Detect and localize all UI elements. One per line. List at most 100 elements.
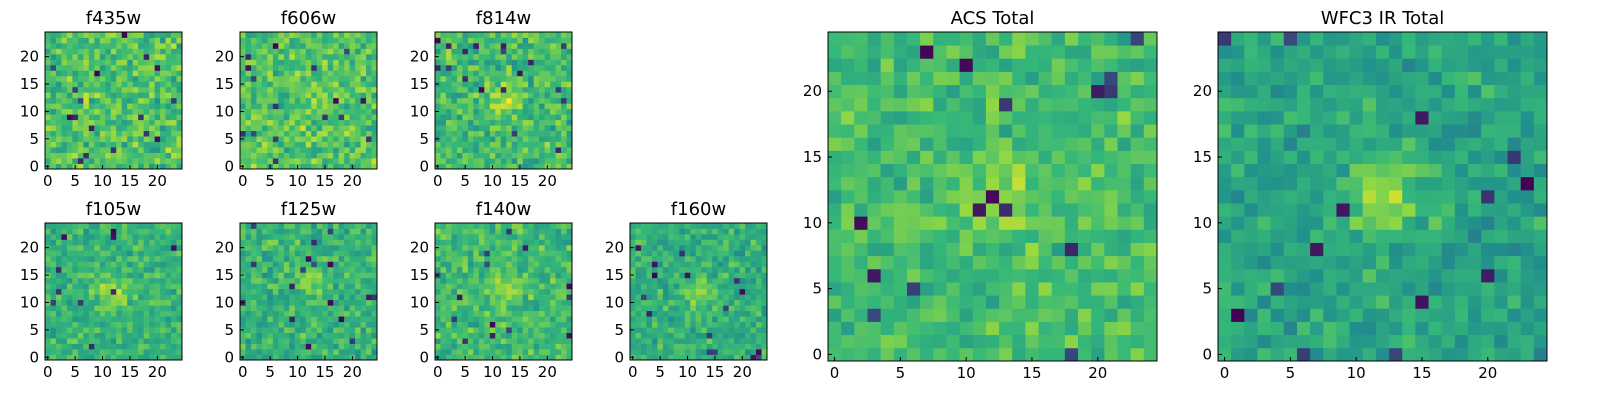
heatmap-cell — [61, 86, 68, 93]
heatmap-cell — [495, 239, 502, 246]
heatmap-cell — [1091, 282, 1105, 296]
heatmap-cell — [739, 272, 746, 279]
heatmap-cell — [360, 59, 367, 66]
heatmap-cell — [289, 261, 296, 268]
heatmap-cell — [484, 141, 491, 148]
heatmap-cell — [143, 332, 150, 339]
heatmap-cell — [333, 152, 340, 159]
heatmap-cell — [473, 147, 480, 153]
heatmap-cell — [45, 349, 51, 355]
heatmap-cell — [712, 250, 719, 257]
heatmap-cell — [451, 305, 458, 312]
heatmap-cell — [445, 343, 452, 350]
heatmap-cell — [256, 75, 263, 82]
heatmap-cell — [245, 250, 252, 257]
heatmap-cell — [635, 272, 642, 279]
heatmap-cell — [695, 316, 702, 323]
heatmap-cell — [149, 250, 155, 257]
heatmap-cell — [99, 70, 106, 77]
heatmap-cell — [344, 86, 350, 93]
heatmap-cell — [45, 141, 51, 148]
heatmap-cell — [841, 203, 855, 217]
heatmap-cell — [99, 316, 106, 323]
heatmap-cell — [462, 272, 469, 279]
heatmap-cell — [828, 203, 842, 217]
heatmap-cell — [132, 32, 139, 38]
heatmap-cell — [484, 75, 491, 82]
heatmap-cell — [171, 125, 177, 132]
heatmap-cell — [478, 48, 485, 55]
heatmap-cell — [316, 305, 323, 312]
heatmap-cell — [566, 64, 573, 71]
heatmap-cell — [176, 354, 183, 361]
heatmap-cell — [289, 114, 296, 121]
heatmap-cell — [756, 233, 762, 240]
heatmap-cell — [50, 108, 57, 115]
heatmap-cell — [338, 53, 345, 60]
heatmap-cell — [55, 223, 62, 229]
heatmap-cell — [484, 81, 491, 88]
heatmap-cell — [94, 310, 101, 317]
plot-frame — [434, 222, 573, 361]
heatmap-cell — [355, 255, 361, 262]
heatmap-cell — [143, 354, 150, 361]
heatmap-cell — [250, 343, 257, 350]
heatmap-cell — [550, 343, 556, 350]
heatmap-cell — [544, 349, 551, 355]
heatmap-cell — [999, 268, 1013, 283]
heatmap-cell — [550, 163, 556, 170]
heatmap-cell — [462, 261, 469, 268]
heatmap-cell — [121, 125, 128, 132]
heatmap-cell — [66, 294, 73, 301]
heatmap-cell — [349, 349, 356, 355]
y-tick-label: 20 — [605, 239, 624, 257]
heatmap-cell — [473, 108, 480, 115]
heatmap-cell — [893, 321, 908, 336]
heatmap-cell — [550, 299, 556, 306]
heatmap-cell — [83, 70, 90, 77]
heatmap-cell — [305, 255, 312, 262]
heatmap-cell — [473, 97, 480, 104]
heatmap-cell — [522, 283, 529, 290]
heatmap-cell — [149, 327, 155, 333]
heatmap-cell — [456, 70, 463, 77]
heatmap-cell — [550, 108, 556, 115]
heatmap-cell — [484, 250, 491, 257]
heatmap-cell — [132, 81, 139, 88]
heatmap-cell — [528, 119, 535, 126]
heatmap-cell — [684, 233, 691, 240]
heatmap-cell — [333, 327, 340, 333]
heatmap-cell — [240, 37, 246, 44]
heatmap-cell — [539, 147, 545, 153]
heatmap-cell — [55, 261, 62, 268]
heatmap-cell — [121, 338, 128, 344]
heatmap-cell — [349, 103, 356, 110]
heatmap-cell — [533, 228, 540, 235]
heatmap-cell — [528, 136, 535, 142]
heatmap-cell — [528, 48, 535, 55]
heatmap-cell — [511, 37, 518, 44]
heatmap-cell — [349, 228, 356, 235]
heatmap-cell — [657, 327, 664, 333]
heatmap-cell — [171, 277, 177, 284]
heatmap-cell — [240, 92, 246, 99]
heatmap-cell — [867, 268, 882, 283]
heatmap-cell — [456, 261, 463, 268]
heatmap-cell — [267, 147, 274, 153]
heatmap-cell — [640, 250, 647, 257]
heatmap-cell — [176, 141, 183, 148]
heatmap-cell — [272, 244, 279, 251]
heatmap-cell — [657, 239, 664, 246]
heatmap-cell — [695, 283, 702, 290]
heatmap-cell — [267, 141, 274, 148]
heatmap-cell — [83, 119, 90, 126]
heatmap-cell — [539, 277, 545, 284]
heatmap-cell — [920, 163, 934, 178]
heatmap-cell — [289, 70, 296, 77]
heatmap-cell — [544, 294, 551, 301]
heatmap-cell — [550, 158, 556, 164]
heatmap-cell — [311, 48, 318, 55]
heatmap-cell — [316, 163, 323, 170]
heatmap-cell — [880, 203, 895, 217]
heatmap-cell — [456, 42, 463, 49]
